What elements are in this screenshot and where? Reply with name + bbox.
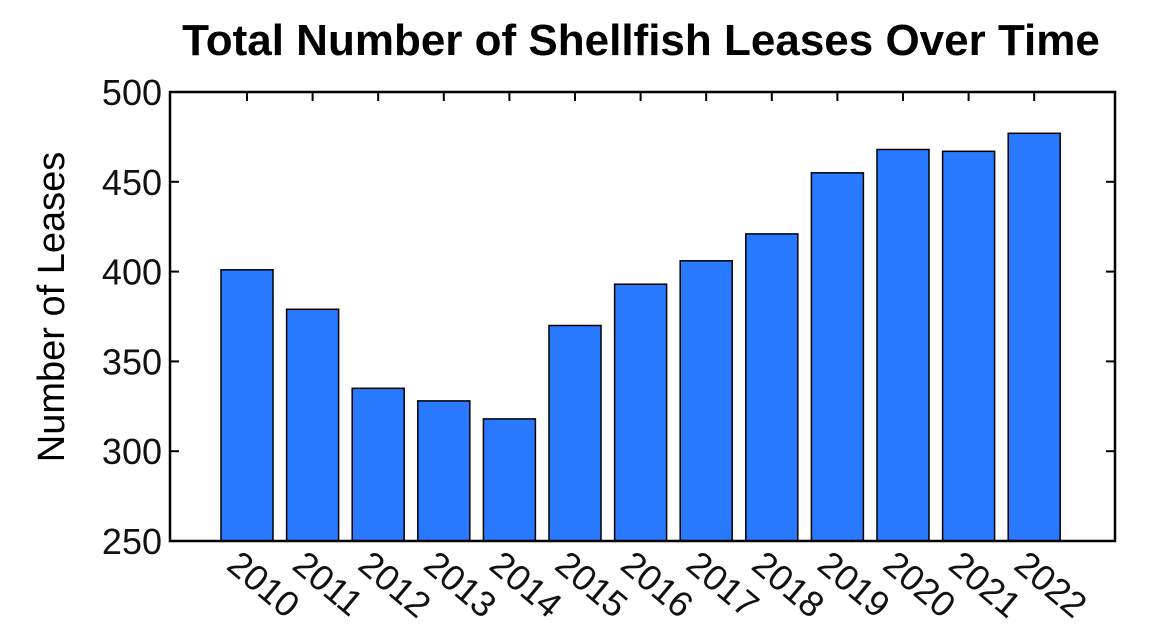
bar-2021 bbox=[941, 150, 996, 542]
bar-2020 bbox=[876, 148, 930, 542]
bar-2013 bbox=[417, 400, 471, 542]
y-tick-label-300: 300 bbox=[102, 431, 162, 472]
bar-2010 bbox=[220, 269, 274, 542]
y-tick-label-500: 500 bbox=[102, 72, 162, 113]
chart-title: Total Number of Shellfish Leases Over Ti… bbox=[182, 16, 1100, 65]
x-tick-label-2017: 2017 bbox=[679, 543, 767, 626]
bar-2019 bbox=[810, 172, 865, 542]
x-tick-label-2021: 2021 bbox=[941, 543, 1029, 626]
y-tick-label-350: 350 bbox=[102, 341, 162, 382]
bar-2022 bbox=[1007, 132, 1061, 542]
x-tick-label-2013: 2013 bbox=[417, 543, 505, 626]
bar-2015 bbox=[548, 324, 602, 542]
x-tick-label-2020: 2020 bbox=[876, 543, 964, 626]
y-tick-label-250: 250 bbox=[102, 521, 162, 562]
bar-2014 bbox=[482, 418, 537, 542]
y-tick-label-400: 400 bbox=[102, 252, 162, 293]
x-tick-label-2016: 2016 bbox=[613, 543, 701, 626]
bar-2017 bbox=[679, 260, 733, 542]
bar-2012 bbox=[351, 387, 405, 542]
bar-2011 bbox=[285, 308, 340, 542]
x-tick-label-2011: 2011 bbox=[285, 543, 371, 624]
bar-2016 bbox=[613, 283, 668, 542]
y-tick-label-450: 450 bbox=[102, 162, 162, 203]
y-tick-labels: 250 300 350 400 450 500 bbox=[102, 72, 162, 562]
x-tick-label-2018: 2018 bbox=[745, 543, 833, 626]
x-tick-label-2022: 2022 bbox=[1007, 543, 1095, 626]
y-axis-label: Number of Leases bbox=[31, 152, 73, 463]
x-tick-labels: 2010201120122013201420152016201720182019… bbox=[220, 543, 1095, 626]
bar-2018 bbox=[745, 233, 799, 542]
x-tick-label-2012: 2012 bbox=[351, 543, 439, 626]
x-tick-label-2014: 2014 bbox=[482, 543, 570, 626]
plot-frame bbox=[168, 90, 1117, 543]
x-tick-label-2019: 2019 bbox=[810, 543, 898, 626]
x-tick-label-2010: 2010 bbox=[220, 543, 308, 626]
x-tick-label-2015: 2015 bbox=[548, 543, 636, 626]
bars-group bbox=[220, 132, 1061, 542]
